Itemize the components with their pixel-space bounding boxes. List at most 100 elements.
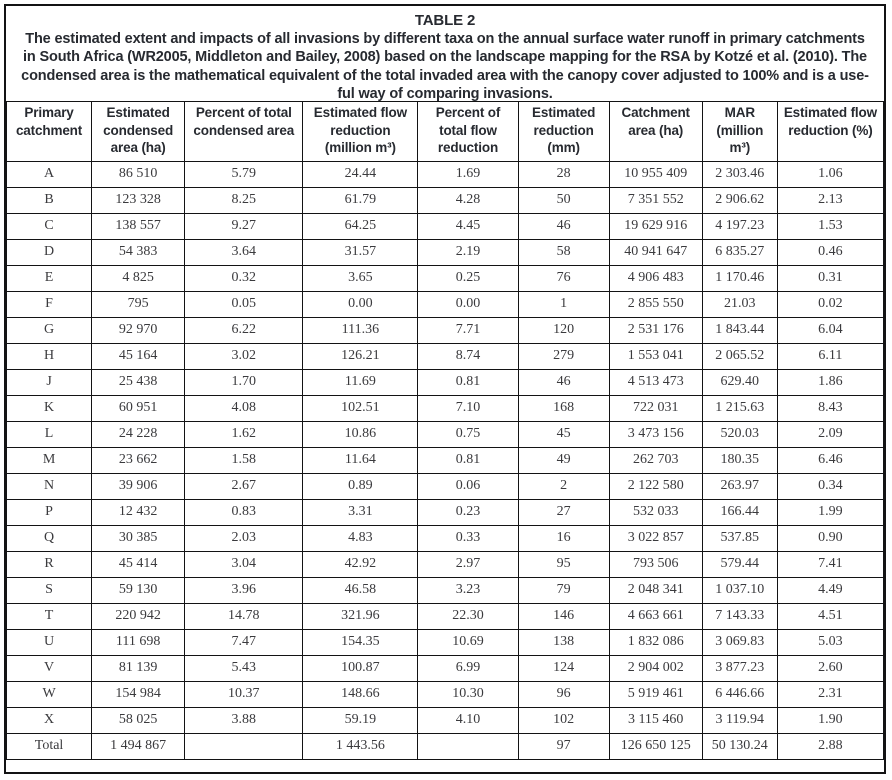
- table-cell: 795: [91, 290, 186, 318]
- table-cell: 58: [517, 238, 610, 266]
- table-cell: 2.03: [184, 524, 304, 552]
- table-cell: 6.11: [776, 342, 884, 370]
- table-cell: 59 130: [91, 576, 186, 604]
- table-cell: 124: [517, 654, 610, 682]
- table-cell: 220 942: [91, 602, 186, 630]
- table-cell: 5 919 461: [608, 680, 703, 708]
- catchment-label: F: [6, 290, 93, 318]
- table-cell: 64.25: [302, 212, 419, 240]
- header-reduction-mm: Estimated reduction (mm): [517, 101, 610, 162]
- table-cell: 1 494 867: [91, 732, 186, 760]
- table-cell: 4.28: [417, 186, 519, 214]
- table-cell: 46.58: [302, 576, 419, 604]
- caption-line: condensed area is the mathematical equiv…: [21, 67, 869, 84]
- table-cell: 22.30: [417, 602, 519, 630]
- table-cell: [417, 732, 519, 760]
- table-cell: 97: [517, 732, 610, 760]
- table-cell: 50: [517, 186, 610, 214]
- table-cell: 6.22: [184, 316, 304, 344]
- table-cell: 1 443.56: [302, 732, 419, 760]
- table-cell: 120: [517, 316, 610, 344]
- table-cell: 2 904 002: [608, 654, 703, 682]
- table-cell: 25 438: [91, 368, 186, 396]
- catchment-label: Q: [6, 524, 93, 552]
- table-cell: 138 557: [91, 212, 186, 240]
- table-cell: 1 170.46: [701, 264, 778, 292]
- table-cell: 3.64: [184, 238, 304, 266]
- table-cell: 7.71: [417, 316, 519, 344]
- table-cell: 7.47: [184, 628, 304, 656]
- catchment-label: P: [6, 498, 93, 526]
- table-cell: 5.03: [776, 628, 884, 656]
- table-cell: 6 835.27: [701, 238, 778, 266]
- table-cell: 46: [517, 368, 610, 396]
- table-cell: 0.00: [302, 290, 419, 318]
- table-cell: 6.46: [776, 446, 884, 474]
- table-cell: 1.58: [184, 446, 304, 474]
- table-row: C 138 557 9.27 64.25 4.45 46 19 629 916 4 197.2…: [6, 212, 884, 240]
- table-cell: 19 629 916: [608, 212, 703, 240]
- table-cell: 579.44: [701, 550, 778, 578]
- table-row: L 24 228 1.62 10.86 0.75 45 3 473 156 520.03 2.0…: [6, 420, 884, 448]
- table-row: R 45 414 3.04 42.92 2.97 95 793 506 579.44 7.41: [6, 550, 884, 578]
- catchment-label: A: [6, 160, 93, 188]
- table-cell: 2 531 176: [608, 316, 703, 344]
- total-row: Total 1 494 867 1 443.56 97 126 650 125 50 13…: [6, 732, 884, 760]
- catchment-label: U: [6, 628, 93, 656]
- table-cell: 1.06: [776, 160, 884, 188]
- table-cell: 49: [517, 446, 610, 474]
- table-cell: 2.88: [776, 732, 884, 760]
- table-cell: 102.51: [302, 394, 419, 422]
- table-cell: 722 031: [608, 394, 703, 422]
- table-cell: 154.35: [302, 628, 419, 656]
- table-cell: 146: [517, 602, 610, 630]
- table-cell: 102: [517, 706, 610, 734]
- table-cell: 0.06: [417, 472, 519, 500]
- table-cell: 14.78: [184, 602, 304, 630]
- table-cell: 11.64: [302, 446, 419, 474]
- table-cell: 10.37: [184, 680, 304, 708]
- table-cell: 24.44: [302, 160, 419, 188]
- table-cell: 1.70: [184, 368, 304, 396]
- table-cell: 23 662: [91, 446, 186, 474]
- table-cell: 3.88: [184, 706, 304, 734]
- catchment-label: K: [6, 394, 93, 422]
- table-cell: 0.02: [776, 290, 884, 318]
- table-cell: 629.40: [701, 368, 778, 396]
- table-cell: 532 033: [608, 498, 703, 526]
- table-cell: 5.79: [184, 160, 304, 188]
- table-cell: 9.27: [184, 212, 304, 240]
- table-cell: 11.69: [302, 368, 419, 396]
- catchment-label: B: [6, 186, 93, 214]
- table-cell: 4.51: [776, 602, 884, 630]
- table-cell: 0.31: [776, 264, 884, 292]
- table-cell: 8.74: [417, 342, 519, 370]
- catchment-label: N: [6, 472, 93, 500]
- table-cell: 0.81: [417, 368, 519, 396]
- table-row: B 123 328 8.25 61.79 4.28 50 7 351 552 2 906.62…: [6, 186, 884, 214]
- table-row: Q 30 385 2.03 4.83 0.33 16 3 022 857 537.85 0.90: [6, 524, 884, 552]
- table-cell: 2.97: [417, 550, 519, 578]
- table-cell: 4 663 661: [608, 602, 703, 630]
- table-number: TABLE 2: [414, 12, 476, 29]
- caption-line: in South Africa (WR2005, Middleton and B…: [23, 49, 867, 66]
- table-cell: 2: [517, 472, 610, 500]
- table-cell: 30 385: [91, 524, 186, 552]
- table-cell: 6 446.66: [701, 680, 778, 708]
- table-row: U 111 698 7.47 154.35 10.69 138 1 832 086 3 069…: [6, 628, 884, 656]
- table-2-frame: TABLE 2 The estimated extent and impacts…: [4, 4, 886, 774]
- table-row: H 45 164 3.02 126.21 8.74 279 1 553 041 2 065.5…: [6, 342, 884, 370]
- table-cell: 24 228: [91, 420, 186, 448]
- table-cell: 8.25: [184, 186, 304, 214]
- table-cell: 60 951: [91, 394, 186, 422]
- table-cell: 3.31: [302, 498, 419, 526]
- table-cell: 54 383: [91, 238, 186, 266]
- table-cell: 263.97: [701, 472, 778, 500]
- table-cell: 28: [517, 160, 610, 188]
- header-catchment-area: Catchment area (ha): [608, 101, 703, 162]
- catchment-label: D: [6, 238, 93, 266]
- table-cell: 138: [517, 628, 610, 656]
- catchment-label: X: [6, 706, 93, 734]
- table-cell: 4 825: [91, 264, 186, 292]
- table-cell: 5.43: [184, 654, 304, 682]
